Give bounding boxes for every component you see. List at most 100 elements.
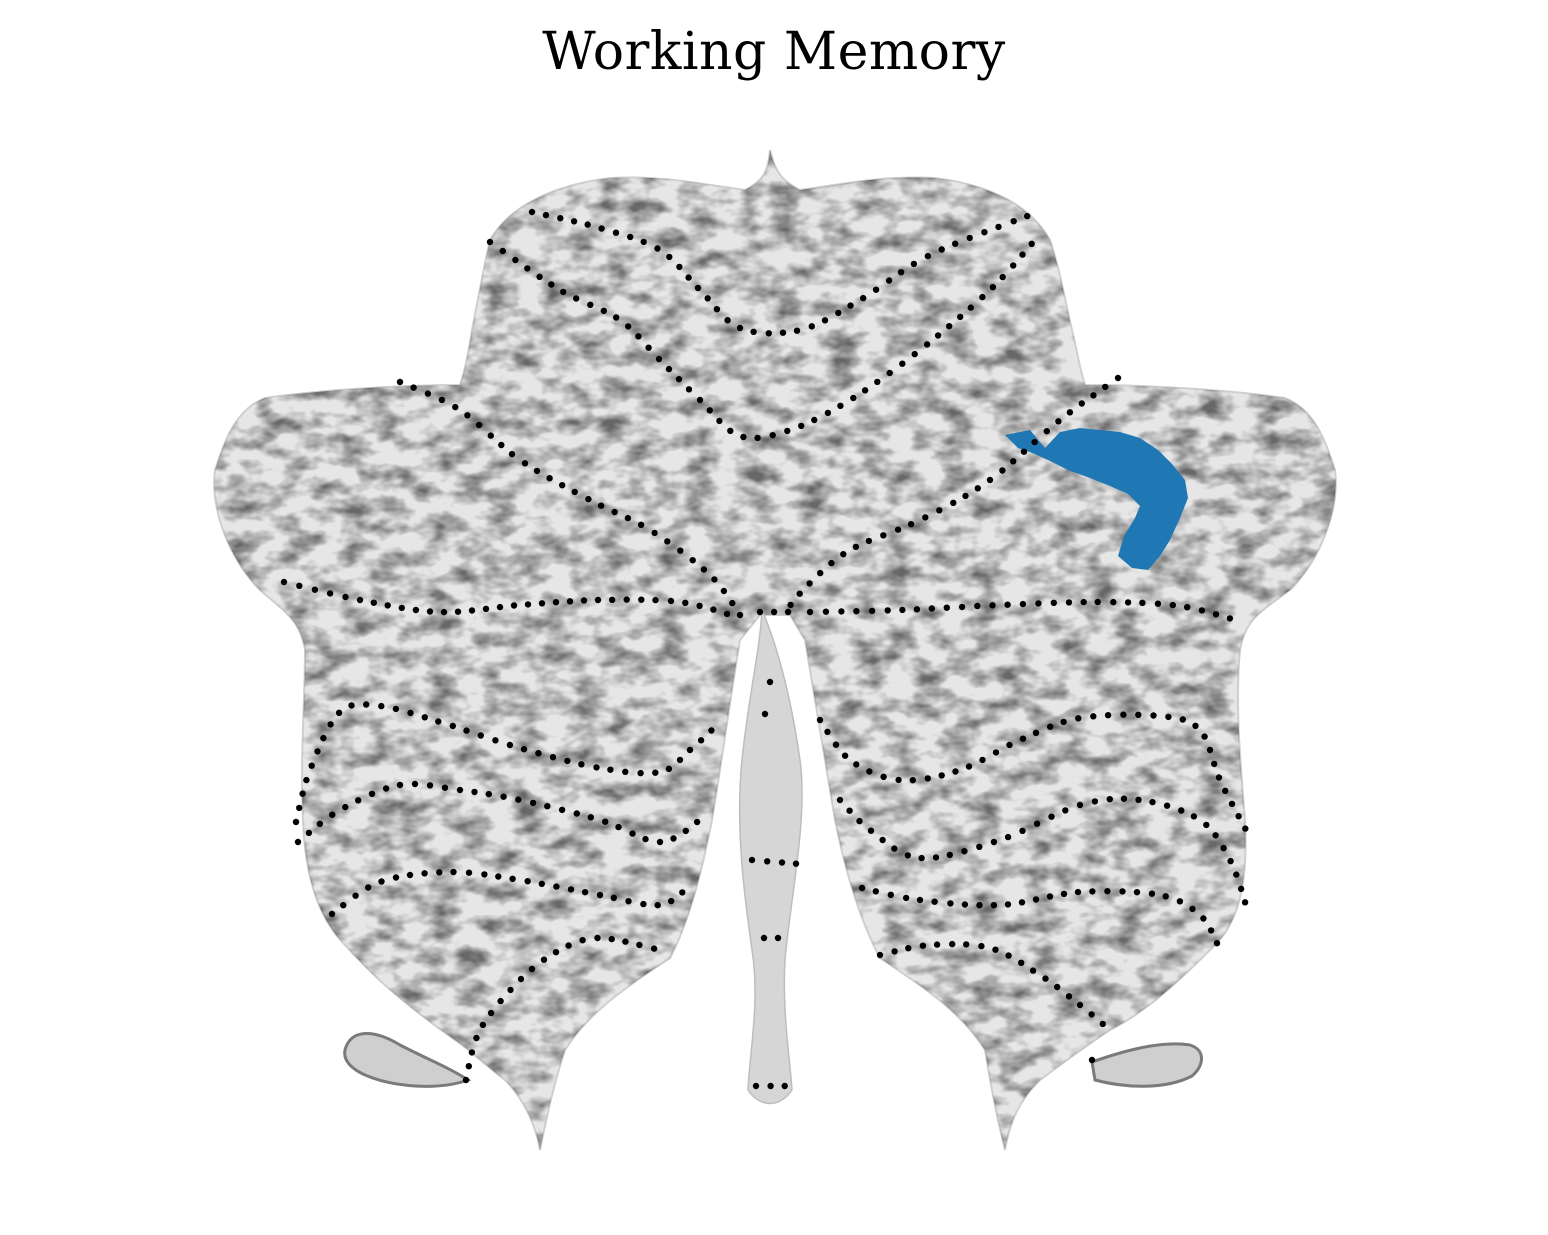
- boundary-dot: [1120, 795, 1128, 802]
- boundary-dot: [464, 412, 471, 419]
- boundary-dot: [976, 843, 983, 850]
- boundary-dot: [990, 838, 998, 846]
- boundary-dot: [1010, 218, 1017, 225]
- boundary-dot: [342, 593, 349, 601]
- boundary-dot: [760, 934, 768, 942]
- boundary-dot: [866, 768, 873, 775]
- boundary-dot: [1200, 915, 1207, 922]
- boundary-dot: [832, 741, 840, 748]
- boundary-dot: [1154, 600, 1162, 607]
- boundary-dot: [1004, 833, 1012, 841]
- boundary-dot: [821, 317, 829, 324]
- boundary-dot: [752, 1082, 760, 1090]
- boundary-dot: [623, 596, 630, 603]
- boundary-dot: [911, 350, 918, 358]
- boundary-dot: [479, 1021, 487, 1029]
- boundary-dot: [676, 756, 684, 764]
- boundary-dot: [542, 211, 550, 219]
- boundary-dot: [638, 596, 645, 603]
- boundary-dot: [1004, 901, 1012, 908]
- boundary-line: [816, 711, 1249, 832]
- boundary-dot: [1018, 959, 1025, 966]
- boundary-dot: [1076, 801, 1084, 809]
- boundary-dot: [838, 608, 845, 615]
- boundary-dot: [978, 942, 985, 950]
- boundary-dot: [924, 775, 931, 782]
- boundary-dot: [874, 378, 881, 386]
- boundary-dot: [597, 502, 605, 509]
- boundary-dot: [950, 499, 957, 506]
- boundary-dot: [706, 407, 713, 414]
- boundary-line: [486, 238, 1035, 442]
- boundary-dot: [1074, 888, 1082, 896]
- boundary-dot: [495, 873, 502, 880]
- boundary-dot: [622, 768, 629, 775]
- boundary-dot: [655, 355, 663, 363]
- boundary-dot: [835, 309, 842, 317]
- boundary-dot: [348, 702, 355, 709]
- boundary-dot: [1106, 796, 1114, 803]
- boundary-dot: [456, 786, 464, 794]
- boundary-dot: [853, 608, 860, 615]
- boundary-dot: [962, 492, 969, 500]
- boundary-dot: [1139, 599, 1146, 606]
- boundary-dot: [806, 608, 814, 616]
- boundary-dot: [454, 608, 462, 615]
- boundary-dot: [296, 582, 303, 589]
- boundary-dot: [581, 889, 589, 896]
- boundary-dot: [449, 722, 456, 730]
- boundary-dot: [905, 945, 912, 952]
- boundary-dot: [847, 302, 854, 309]
- boundary-dot: [938, 772, 945, 779]
- boundary-dot: [538, 600, 546, 607]
- boundary-dot: [765, 330, 772, 337]
- boundary-dot: [910, 260, 918, 268]
- boundary-dot: [1206, 746, 1214, 754]
- boundary-dot: [580, 597, 588, 604]
- boundary-dot: [1226, 615, 1234, 622]
- boundary-dot: [685, 386, 693, 393]
- boundary-dot: [500, 793, 507, 800]
- boundary-dot: [452, 403, 459, 411]
- boundary-dot: [640, 900, 647, 908]
- boundary-dot: [558, 806, 566, 813]
- boundary-dot: [867, 827, 875, 834]
- boundary-dot: [1220, 844, 1227, 852]
- boundary-dot: [421, 714, 428, 721]
- boundary-dot: [792, 860, 800, 867]
- boundary-dot: [421, 870, 428, 877]
- boundary-dot: [363, 701, 370, 708]
- boundary-dot: [412, 606, 420, 614]
- boundary-dot: [329, 811, 336, 818]
- boundary-dot: [1201, 733, 1208, 740]
- boundary-dot: [682, 599, 689, 606]
- boundary-dot: [557, 215, 564, 222]
- boundary-dot: [608, 935, 615, 943]
- boundary-dot: [895, 776, 902, 784]
- boundary-dot: [426, 608, 434, 615]
- boundary-dot: [622, 938, 629, 945]
- boundary-dot: [1062, 807, 1069, 814]
- boundary-dot: [952, 240, 959, 247]
- boundary-dot: [1099, 1020, 1107, 1028]
- boundary-dot: [781, 1082, 788, 1090]
- boundary-dot: [665, 365, 673, 373]
- boundary-dot: [426, 782, 434, 789]
- boundary-dot: [852, 543, 860, 550]
- boundary-dot: [326, 590, 334, 597]
- boundary-dot: [594, 934, 601, 942]
- boundary-dot: [573, 810, 580, 817]
- boundary-dot: [677, 547, 684, 554]
- boundary-dot: [865, 537, 873, 545]
- boundary-dot: [1114, 374, 1122, 382]
- boundary-dot: [1213, 940, 1221, 947]
- boundary-dot: [861, 387, 869, 394]
- boundary-dot: [342, 803, 349, 811]
- boundary-dot: [793, 327, 801, 334]
- boundary-dot: [544, 803, 551, 810]
- boundary-dot: [468, 607, 476, 614]
- boundary-dot: [612, 229, 620, 236]
- boundary-dot: [769, 432, 776, 439]
- boundary-dot: [296, 804, 303, 812]
- boundary-dot: [1094, 598, 1101, 606]
